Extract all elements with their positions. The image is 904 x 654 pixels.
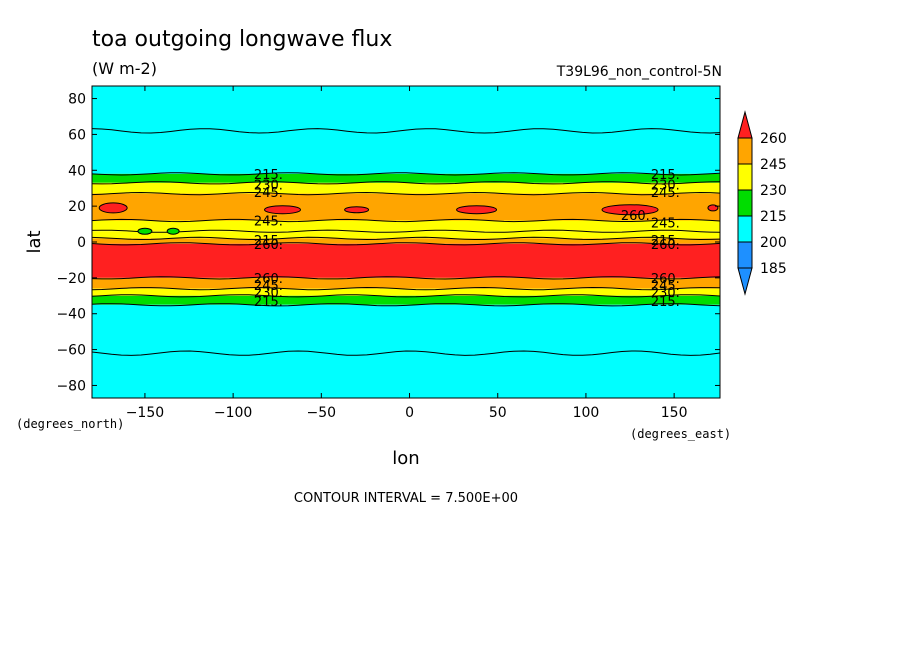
plot-area: 215.230.245.245.215.260.260.245.230.215.… [91, 85, 721, 399]
y-tick-label-2: 40 [68, 163, 86, 179]
contour-line-5 [91, 236, 721, 241]
contour-label-right-9: 230. [651, 286, 680, 301]
contour-label-right-2: 245. [651, 186, 680, 201]
contour-label-right-7: 260. [651, 272, 680, 287]
contour-line-0 [91, 172, 721, 176]
x-tick-label-5: 100 [573, 405, 600, 421]
contour-line-11 [91, 128, 721, 134]
colorbar-extend-bottom [737, 267, 753, 296]
colorbar-label-3: 215 [760, 209, 787, 225]
contour-label-left-9: 215. [254, 295, 283, 310]
contour-label-left-2: 245. [254, 186, 283, 201]
colorbar: 260 245 230 215 200 185 [737, 110, 787, 296]
chart-title: toa outgoing longwave flux [92, 27, 392, 52]
colorbar-segment-3 [737, 215, 753, 243]
chart-units: (W m-2) [92, 59, 157, 78]
contour-label-left-3: 245. [254, 214, 283, 229]
contour-line-1 [91, 181, 721, 185]
colorbar-label-2: 230 [760, 183, 787, 199]
contour-cell-2 [344, 206, 370, 214]
contour-band-5 [92, 231, 720, 239]
y-tick-label-6: −40 [56, 307, 86, 323]
y-tick-label-8: −80 [56, 378, 86, 394]
x-axis-label: lon [392, 448, 419, 469]
contour-interval: CONTOUR INTERVAL = 7.500E+00 [294, 491, 518, 506]
contour-line-9 [91, 294, 721, 298]
x-tick-label-0: −150 [126, 405, 164, 421]
contour-line-12 [91, 350, 721, 356]
y-ticks: 80 60 40 20 0 −20 −40 −60 −80 [56, 92, 720, 394]
contour-label-right-4: 245. [651, 216, 680, 231]
contour-band-8 [92, 277, 720, 289]
contour-line-4 [91, 229, 721, 233]
contour-band-2 [92, 182, 720, 194]
colorbar-segment-0 [737, 137, 753, 165]
contour-label-right-3: 260. [621, 209, 650, 224]
x-units-label: (degrees_east) [630, 427, 731, 441]
x-tick-label-4: 50 [489, 405, 507, 421]
contour-cell-4 [601, 204, 659, 216]
contour-label-left-8: 230. [254, 286, 283, 301]
x-ticks: −150 −100 −50 0 50 100 150 [126, 86, 688, 421]
contour-label-left-0: 215. [254, 168, 283, 183]
contour-band-6 [92, 238, 720, 244]
contour-line-7 [91, 276, 721, 280]
y-tick-label-4: 0 [77, 235, 86, 251]
contour-label-left-1: 230. [254, 179, 283, 194]
y-tick-label-0: 80 [68, 92, 86, 108]
contour-label-right-8: 245. [651, 279, 680, 294]
contour-band-1 [92, 173, 720, 183]
contour-label-right-5: 215. [651, 234, 680, 249]
run-label: T39L96_non_control-5N [556, 64, 722, 80]
y-axis-label: lat [24, 230, 45, 253]
x-tick-label-1: −100 [214, 405, 252, 421]
y-tick-label-5: −20 [56, 271, 86, 287]
contour-label-left-5: 260. [254, 238, 283, 253]
contour-line-3 [91, 218, 721, 223]
contour-label-right-1: 230. [651, 179, 680, 194]
contour-label-left-7: 245. [254, 279, 283, 294]
contour-band-7 [92, 243, 720, 278]
contour-line-2 [91, 191, 721, 196]
contour-line-8 [91, 286, 721, 291]
y-units-label: (degrees_north) [16, 417, 124, 431]
colorbar-segment-4 [737, 241, 753, 269]
contour-label-right-10: 215. [651, 295, 680, 310]
contour-line-10 [91, 303, 721, 307]
contour-band-10 [92, 295, 720, 305]
contour-band-9 [92, 288, 720, 296]
contour-band-4 [92, 220, 720, 232]
colorbar-label-5: 185 [760, 261, 787, 277]
x-tick-label-3: 0 [405, 405, 414, 421]
contour-cell-6 [137, 227, 153, 235]
colorbar-label-4: 200 [760, 235, 787, 251]
contour-line-6 [91, 242, 721, 246]
contour-label-left-6: 260. [254, 272, 283, 287]
x-tick-label-6: 150 [661, 405, 688, 421]
colorbar-label-1: 245 [760, 157, 787, 173]
contour-cell-1 [264, 205, 302, 215]
colorbar-segment-2 [737, 189, 753, 217]
contour-label-right-6: 260. [651, 238, 680, 253]
y-tick-label-3: 20 [68, 199, 86, 215]
y-tick-label-1: 60 [68, 127, 86, 143]
colorbar-segment-1 [737, 163, 753, 191]
colorbar-extend-top [737, 110, 753, 139]
contour-cell-0 [98, 202, 128, 214]
contour-cell-7 [166, 227, 180, 235]
contour-cell-3 [456, 205, 498, 215]
x-tick-label-2: −50 [307, 405, 337, 421]
colorbar-label-0: 260 [760, 131, 787, 147]
contour-label-left-4: 215. [254, 234, 283, 249]
y-tick-label-7: −60 [56, 343, 86, 359]
contour-label-right-0: 215. [651, 168, 680, 183]
